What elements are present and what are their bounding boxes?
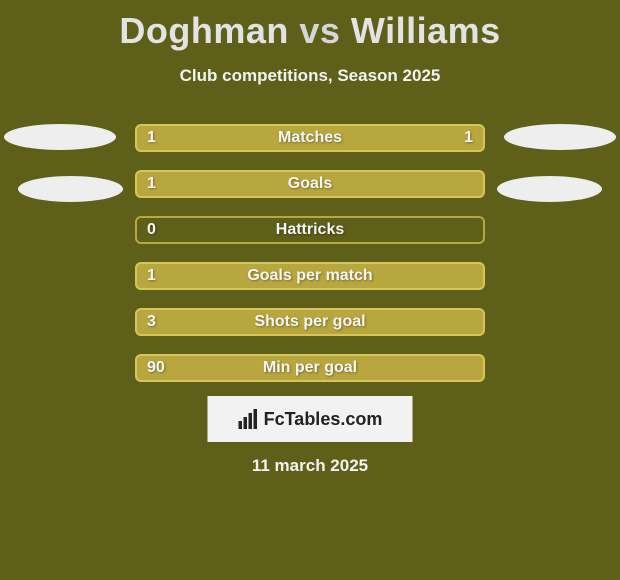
comparison-title: Doghman vs Williams — [0, 0, 620, 52]
stat-row: 1 Matches 1 — [135, 124, 485, 152]
fctables-logo-icon — [238, 408, 260, 430]
stat-bar: 0 Hattricks — [135, 216, 485, 244]
fctables-logo-text: FcTables.com — [264, 409, 383, 430]
stat-label: Min per goal — [263, 359, 357, 377]
stat-label: Hattricks — [276, 221, 344, 239]
stat-label: Matches — [278, 129, 342, 147]
stat-bars-container: 1 Matches 1 1 Goals 0 Hattricks 1 Goals per matc… — [135, 124, 485, 400]
stat-value-left: 3 — [147, 313, 156, 331]
fctables-logo: FcTables.com — [208, 396, 413, 442]
player2-name: Williams — [351, 10, 501, 51]
stat-bar: 3 Shots per goal — [135, 308, 485, 336]
stat-value-right: 1 — [464, 129, 473, 147]
stat-value-left: 1 — [147, 129, 156, 147]
stat-label: Goals per match — [247, 267, 372, 285]
stat-value-left: 90 — [147, 359, 165, 377]
stat-label: Shots per goal — [254, 313, 365, 331]
player1-badge-placeholder-2 — [18, 176, 123, 202]
date-label: 11 march 2025 — [252, 456, 368, 476]
subtitle: Club competitions, Season 2025 — [0, 66, 620, 86]
stat-bar: 1 Goals per match — [135, 262, 485, 290]
stat-value-left: 0 — [147, 221, 156, 239]
stat-label: Goals — [288, 175, 332, 193]
stat-row: 0 Hattricks — [135, 216, 485, 244]
stat-row: 1 Goals — [135, 170, 485, 198]
stat-value-left: 1 — [147, 175, 156, 193]
stat-bar: 1 Goals — [135, 170, 485, 198]
stat-bar: 1 Matches 1 — [135, 124, 485, 152]
stat-row: 3 Shots per goal — [135, 308, 485, 336]
player2-badge-placeholder-1 — [504, 124, 616, 150]
player1-badge-placeholder-1 — [4, 124, 116, 150]
player1-name: Doghman — [119, 10, 289, 51]
stat-row: 1 Goals per match — [135, 262, 485, 290]
stat-bar: 90 Min per goal — [135, 354, 485, 382]
stat-value-left: 1 — [147, 267, 156, 285]
title-vs: vs — [299, 10, 340, 51]
player2-badge-placeholder-2 — [497, 176, 602, 202]
stat-row: 90 Min per goal — [135, 354, 485, 382]
